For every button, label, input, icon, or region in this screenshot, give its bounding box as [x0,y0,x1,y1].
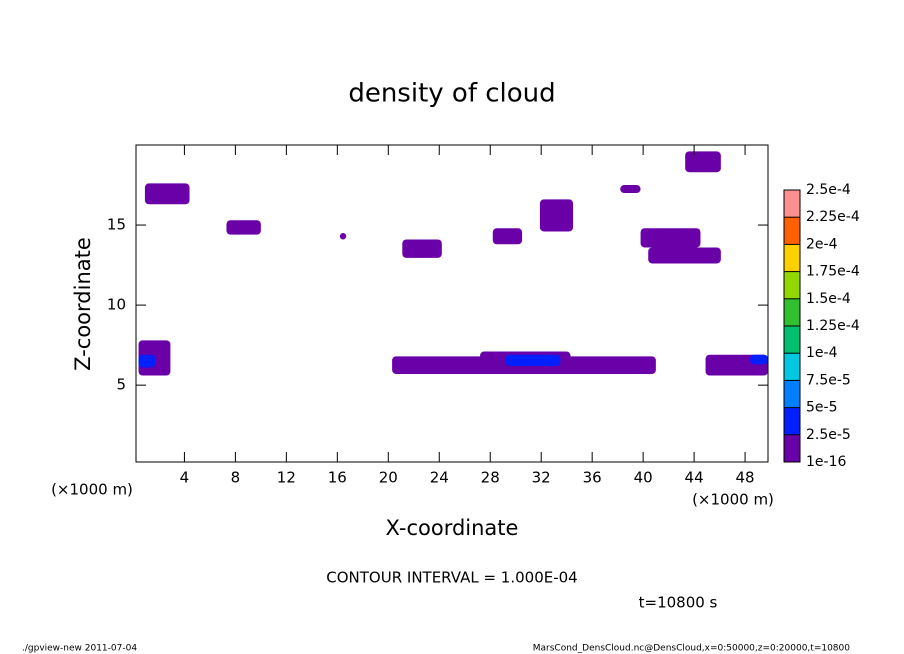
x-tick-label: 20 [379,469,398,487]
x-tick-label: 40 [634,469,653,487]
colorbar-label: 1e-16 [806,454,846,470]
x-tick-label: 36 [583,469,602,487]
time-note: t=10800 s [639,594,718,612]
colorbar-label: 2.25e-4 [806,209,860,225]
x-tick-label: 44 [685,469,704,487]
x-axis-label: X-coordinate [386,516,519,540]
colorbar-label: 7.5e-5 [806,372,851,388]
cloud-region [539,199,574,232]
colorbar-band [784,407,800,435]
colorbar-band [784,190,800,218]
y-tick-label: 5 [116,376,126,394]
x-tick-label: 48 [736,469,755,487]
colorbar-band [784,244,800,272]
cloud-region [226,220,261,235]
cloud-region [648,247,721,264]
colorbar-label: 2e-4 [806,236,838,252]
colorbar-band [784,380,800,408]
colorbar-label: 1.25e-4 [806,318,860,334]
y-tick-label: 10 [107,296,126,314]
cloud-region [339,233,347,240]
x-tick-label: 4 [180,469,190,487]
cloud-region [640,228,701,248]
colorbar-band [784,217,800,245]
cloud-region [685,151,721,173]
plot-frame [135,144,769,463]
footer-right: MarsCond_DensCloud.nc@DensCloud,x=0:5000… [533,644,850,654]
colorbar-label: 1e-4 [806,345,838,361]
colorbar-label: 5e-5 [806,400,837,416]
colorbar-band [784,434,800,462]
x-tick-label: 24 [430,469,449,487]
cloud-region [505,354,561,366]
cloud-region [402,239,442,258]
contour-note: CONTOUR INTERVAL = 1.000E-04 [326,569,577,587]
x-unit-right: (×1000 m) [692,491,774,509]
cloud-region [144,183,190,205]
cloud-region [620,185,641,194]
x-tick-label: 32 [532,469,551,487]
chart-title: density of cloud [348,79,555,109]
cloud-region [492,228,523,245]
x-tick-label: 8 [231,469,241,487]
x-tick-label: 28 [481,469,500,487]
y-tick-label: 15 [107,216,126,234]
cloud-region [750,354,768,365]
footer-left: ./gpview-new 2011-07-04 [22,644,137,654]
x-unit-left: (×1000 m) [51,481,133,499]
colorbar-label: 2.5e-5 [806,427,851,443]
colorbar-label: 2.5e-4 [806,182,851,198]
colorbar-band [784,271,800,299]
y-axis-label: Z-coordinate [71,237,95,371]
colorbar-band [784,353,800,381]
colorbar-band [784,326,800,354]
colorbar-label: 1.75e-4 [806,264,860,280]
colorbar-band [784,298,800,326]
x-tick-label: 12 [277,469,296,487]
x-tick-label: 16 [328,469,347,487]
cloud-region [138,354,156,368]
colorbar-label: 1.5e-4 [806,291,851,307]
